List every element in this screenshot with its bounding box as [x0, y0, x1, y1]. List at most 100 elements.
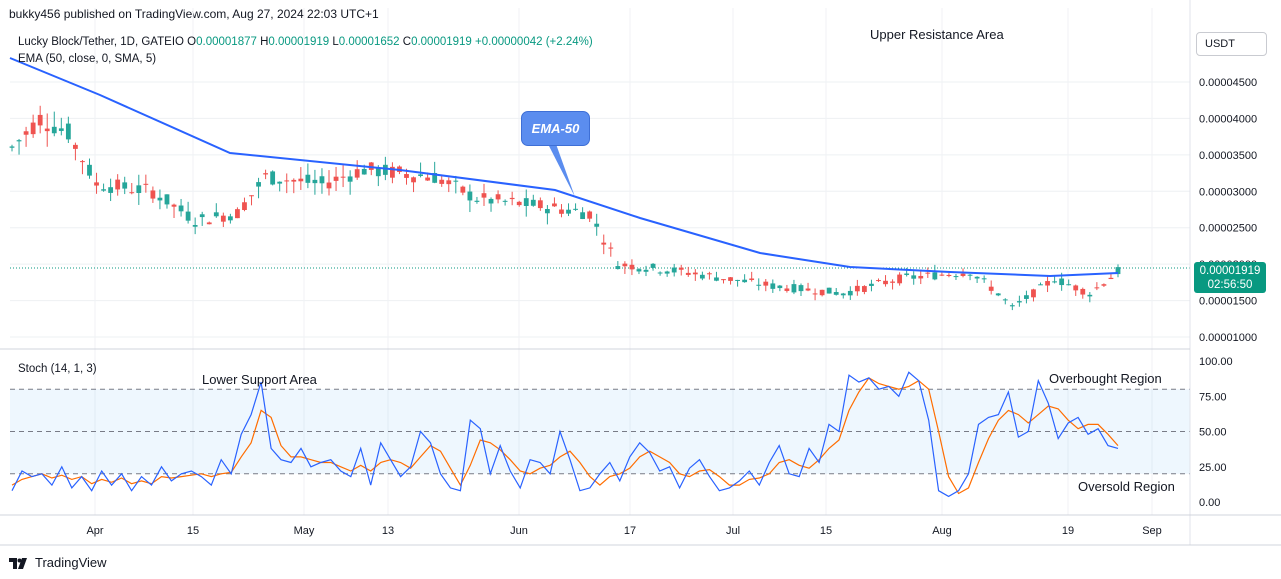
candle-body — [227, 216, 233, 221]
candle-body — [1094, 287, 1100, 289]
candle-body — [707, 273, 712, 275]
candle-body — [544, 209, 550, 214]
candle-body — [988, 286, 994, 291]
candle-body — [390, 166, 395, 178]
stoch-tick-label: 50.00 — [1199, 427, 1227, 439]
price-legend: Lucky Block/Tether, 1D, GATEIO O0.000018… — [18, 36, 593, 48]
candle-body — [432, 172, 438, 183]
candle-body — [798, 285, 804, 292]
candle-body — [439, 179, 445, 184]
tradingview-logo-icon — [9, 557, 29, 569]
candle-body — [354, 169, 360, 178]
candle-body — [770, 283, 776, 289]
candle-body — [65, 123, 71, 140]
stoch-tick-label: 75.00 — [1199, 391, 1227, 403]
candle-body — [333, 176, 339, 181]
current-price: 0.00001919 — [1199, 264, 1261, 277]
candle-body — [474, 200, 480, 202]
candle-body — [298, 178, 304, 182]
candle-body — [735, 279, 740, 281]
candle-body — [425, 177, 431, 181]
candle-body — [502, 200, 508, 202]
time-tick-label: Aug — [932, 525, 952, 537]
candle-body — [742, 279, 748, 283]
candle-body — [213, 212, 219, 217]
stoch-legend: Stoch (14, 1, 3) — [18, 363, 97, 375]
candle-body — [312, 179, 318, 184]
candle-body — [622, 263, 628, 267]
candle-body — [573, 208, 578, 210]
candle-body — [657, 272, 663, 274]
time-tick-label: Sep — [1142, 525, 1162, 537]
candle-body — [869, 283, 874, 286]
candle-body — [995, 293, 1001, 296]
candle-body — [453, 180, 459, 182]
ema-line — [9, 57, 1119, 278]
grid — [10, 8, 1190, 515]
time-tick-label: 17 — [624, 525, 636, 537]
candle-body — [171, 204, 177, 207]
candle-body — [537, 200, 543, 209]
upper-resistance-label: Upper Resistance Area — [870, 27, 1004, 42]
candle-body — [220, 215, 226, 222]
time-tick-label: 15 — [187, 525, 199, 537]
overbought-label: Overbought Region — [1049, 371, 1162, 386]
candle-body — [9, 146, 15, 148]
candle-body — [756, 284, 762, 286]
candle-body — [1087, 294, 1093, 297]
candle-body — [805, 288, 811, 291]
time-tick-label: 19 — [1062, 525, 1074, 537]
candle-body — [101, 189, 106, 191]
candle-body — [523, 198, 529, 206]
candle-body — [404, 174, 409, 178]
candle-body — [890, 281, 895, 283]
candle-body — [192, 225, 198, 227]
candle-body — [1031, 289, 1036, 298]
stoch-d-line — [11, 377, 1119, 495]
candle-body — [382, 164, 388, 175]
candle-body — [305, 174, 311, 183]
candle-body — [1066, 284, 1072, 286]
candle-body — [953, 276, 959, 278]
candle-body — [671, 267, 677, 273]
candle-body — [94, 182, 99, 186]
price-tick-label: 0.00004000 — [1199, 113, 1257, 125]
candle-body — [1080, 288, 1086, 295]
candle-body — [1108, 277, 1114, 280]
candle-body — [530, 199, 536, 206]
candles — [9, 105, 1121, 311]
candle-body — [1073, 285, 1079, 291]
currency-selector[interactable]: USDT — [1196, 32, 1267, 56]
candle-body — [509, 197, 515, 200]
candle-body — [1052, 281, 1057, 283]
candle-body — [242, 202, 247, 210]
candle-body — [608, 247, 614, 249]
bar-countdown: 02:56:50 — [1207, 278, 1253, 291]
candle-body — [73, 144, 78, 149]
candle-body — [284, 180, 290, 182]
publisher-line: bukky456 published on TradingView.com, A… — [9, 7, 379, 21]
candle-body — [235, 209, 240, 219]
candle-body — [552, 203, 557, 207]
ema-callout-pointer — [548, 144, 575, 197]
candle-body — [812, 293, 818, 295]
footer-brand[interactable]: TradingView — [9, 555, 107, 570]
candle-body — [777, 285, 783, 289]
candle-body — [488, 198, 494, 204]
candle-body — [819, 289, 825, 296]
candle-body — [446, 180, 452, 185]
stoch-tick-label: 0.00 — [1199, 497, 1220, 509]
candle-body — [854, 285, 860, 292]
candle-body — [692, 272, 698, 275]
candle-body — [967, 274, 973, 276]
candle-body — [1038, 284, 1043, 286]
stoch-tick-label: 100.00 — [1199, 356, 1233, 368]
price-tick-label: 0.00001000 — [1199, 332, 1257, 344]
candle-body — [1059, 278, 1065, 286]
candle-body — [932, 272, 938, 280]
candle-body — [143, 183, 149, 185]
candle-body — [80, 161, 85, 163]
candle-body — [1115, 267, 1121, 275]
candle-body — [256, 182, 261, 187]
price-tick-label: 0.00003500 — [1199, 150, 1257, 162]
